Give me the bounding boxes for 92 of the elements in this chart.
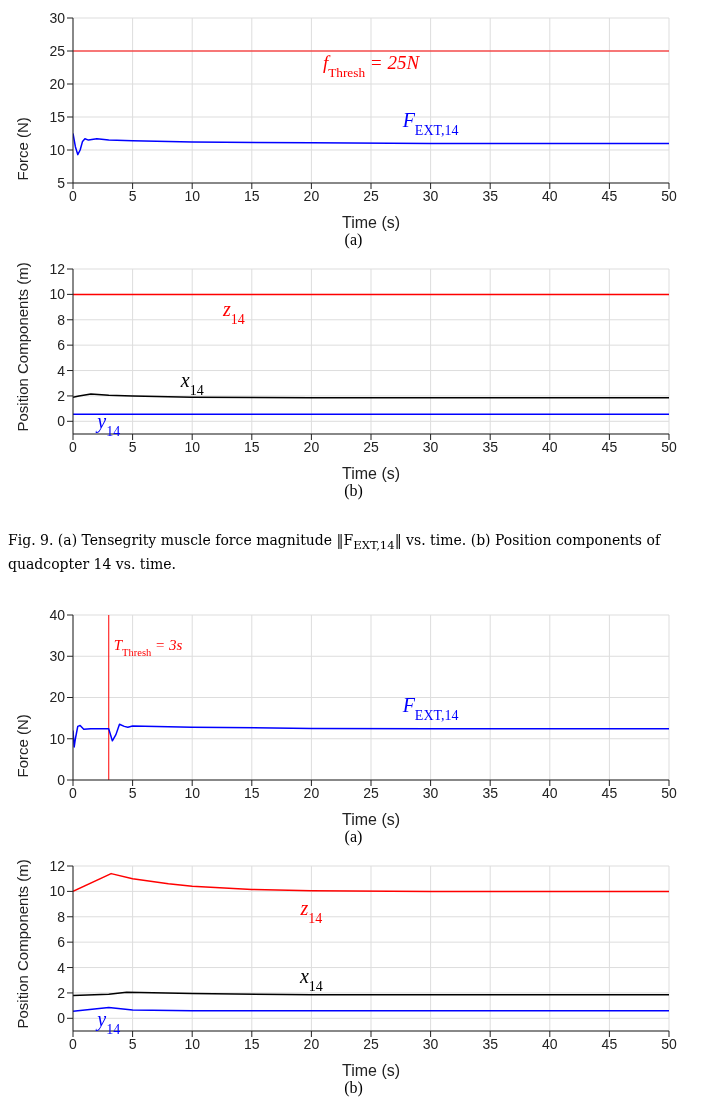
y-tick-label: 12	[49, 858, 66, 875]
y-tick-label: 10	[49, 286, 66, 303]
x-tick-label: 5	[128, 187, 137, 204]
text: (a)	[343, 231, 364, 249]
series-label: y$_{14}$	[95, 1007, 121, 1037]
x-tick-label: 20	[303, 438, 320, 455]
y-tick-label: 12	[49, 260, 66, 277]
x-tick-label: 15	[244, 438, 260, 455]
y-tick-label: 10	[49, 731, 66, 748]
y-tick-label: 25	[49, 42, 66, 59]
ref-line-label: f$_{Thresh}$ = 25N	[322, 52, 421, 80]
series-label: x$_{14}$	[179, 369, 204, 398]
x-axis-title: Time (s)	[341, 811, 401, 829]
x-tick-label: 0	[69, 187, 78, 204]
x-axis-title: Time (s)	[341, 1062, 401, 1080]
x-axis-title: Time (s)	[341, 465, 401, 482]
x-tick-label: 45	[601, 1036, 618, 1053]
text: (a)	[343, 828, 364, 847]
y-tick-label: 10	[49, 883, 66, 900]
x-tick-label: 0	[69, 785, 78, 802]
y-tick-label: 0	[57, 772, 66, 789]
series-label: F$_{EXT,14}$	[401, 694, 459, 723]
x-tick-label: 10	[184, 187, 201, 204]
x-tick-label: 35	[482, 1036, 499, 1053]
text: (b)	[343, 1079, 364, 1098]
x-tick-label: 5	[128, 438, 137, 455]
y-tick-label: 20	[49, 75, 66, 92]
x-tick-label: 25	[363, 1036, 379, 1053]
series-label: z$_{14}$	[299, 897, 323, 926]
x-tick-label: 50	[661, 785, 677, 802]
y-tick-label: 0	[57, 1010, 66, 1027]
y-tick-label: 15	[49, 108, 66, 125]
text: Fig. 9. (a) Tensegrity muscle force magnitude ‖F$_{EXT,14}$‖ vs. time. (b) Position components of quadcopter 14 vs. time.	[8, 532, 661, 573]
x-tick-label: 40	[542, 785, 558, 802]
y-tick-label: 20	[49, 689, 66, 706]
x-tick-label: 25	[363, 438, 379, 455]
x-tick-label: 15	[244, 785, 260, 802]
y-tick-label: 4	[57, 362, 66, 379]
x-tick-label: 5	[128, 785, 137, 802]
y-tick-label: 4	[57, 959, 66, 976]
x-tick-label: 10	[184, 438, 201, 455]
x-tick-label: 50	[661, 187, 677, 204]
y-tick-label: 5	[57, 174, 66, 191]
y-tick-label: 8	[57, 311, 66, 328]
x-tick-label: 40	[542, 438, 558, 455]
x-tick-label: 45	[601, 187, 618, 204]
y-tick-label: 2	[57, 985, 66, 1002]
y-tick-label: 6	[57, 934, 66, 951]
y-tick-label: 8	[57, 909, 66, 926]
text: (b)	[343, 482, 364, 500]
x-tick-label: 20	[303, 785, 320, 802]
x-tick-label: 45	[601, 438, 618, 455]
x-tick-label: 50	[661, 438, 677, 455]
series-label: z$_{14}$	[222, 298, 245, 327]
x-tick-label: 30	[422, 785, 439, 802]
x-tick-label: 50	[661, 1036, 677, 1053]
x-tick-label: 15	[244, 1036, 260, 1053]
y-axis-title: Force (N)	[14, 117, 32, 181]
x-tick-label: 20	[303, 187, 320, 204]
x-tick-label: 25	[363, 785, 379, 802]
x-tick-label: 30	[422, 438, 439, 455]
series-label: x$_{14}$	[298, 965, 323, 994]
x-tick-label: 35	[482, 438, 499, 455]
y-tick-label: 0	[57, 413, 66, 430]
x-tick-label: 40	[542, 1036, 558, 1053]
x-tick-label: 10	[184, 785, 201, 802]
x-tick-label: 45	[601, 785, 618, 802]
y-tick-label: 6	[57, 337, 66, 354]
x-tick-label: 30	[422, 187, 439, 204]
x-tick-label: 5	[128, 1036, 137, 1053]
y-axis-title: Position Components (m)	[14, 262, 32, 432]
x-tick-label: 0	[69, 438, 78, 455]
x-tick-label: 40	[542, 187, 558, 204]
series-label: y$_{14}$	[95, 410, 121, 439]
y-axis-title: Force (N)	[14, 714, 32, 778]
y-tick-label: 30	[49, 648, 66, 665]
series-label: F$_{EXT,14}$	[401, 109, 459, 138]
x-tick-label: 10	[184, 1036, 201, 1053]
x-axis-title: Time (s)	[341, 214, 401, 231]
x-tick-label: 35	[482, 187, 499, 204]
x-tick-label: 35	[482, 785, 499, 802]
x-tick-label: 30	[422, 1036, 439, 1053]
y-axis-title: Position Components (m)	[14, 859, 32, 1029]
y-tick-label: 10	[49, 141, 66, 158]
x-tick-label: 0	[69, 1036, 78, 1053]
y-tick-label: 40	[49, 607, 66, 624]
x-tick-label: 20	[303, 1036, 320, 1053]
x-tick-label: 15	[244, 187, 260, 204]
y-tick-label: 2	[57, 387, 66, 404]
x-tick-label: 25	[363, 187, 379, 204]
y-tick-label: 30	[49, 9, 66, 26]
ref-line-label: T$_{Thresh}$ = 3s	[113, 637, 183, 658]
